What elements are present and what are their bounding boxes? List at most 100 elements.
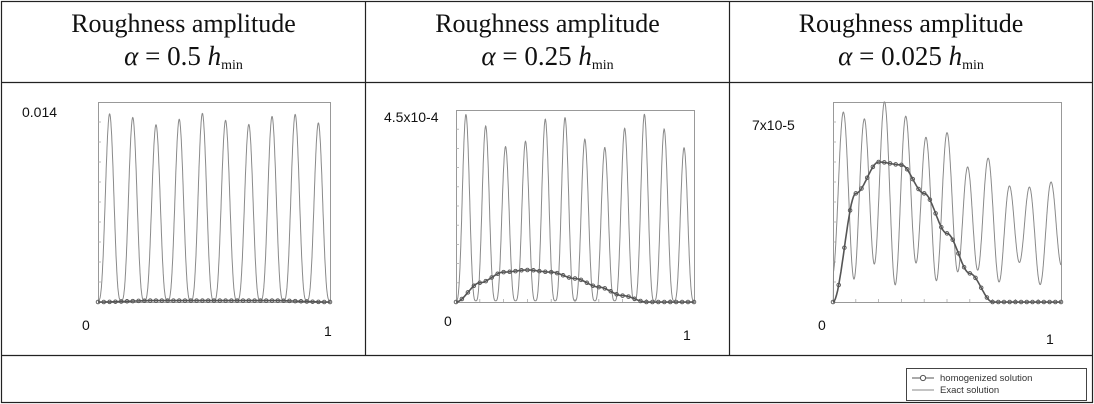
plot-2: 4.5x10-4 0 1 [384,109,697,343]
legend-homogenized-marker [919,374,927,382]
homogenized-point-1 [229,298,234,303]
homogenized-point-2 [608,289,613,294]
homogenized-point-1 [205,298,211,303]
homogenized-point-1 [321,299,327,305]
plot-frame-2 [456,110,695,303]
panel-title-1: Roughness amplitude [71,9,296,38]
homogenized-point-3 [836,282,841,288]
homogenized-point-1 [159,298,165,303]
homogenized-point-1 [292,298,298,304]
x-min-label-1: 0 [82,317,90,333]
h-subscript-2: min [591,58,614,73]
homogenized-point-2 [620,293,625,298]
homogenized-point-3 [1001,299,1007,305]
homogenized-point-3 [1035,299,1041,305]
homogenized-point-2 [519,268,524,273]
homogenized-point-3 [921,191,927,196]
homogenized-point-2 [537,268,542,274]
homogenized-point-1 [136,298,141,304]
homogenized-point-3 [842,245,847,250]
homogenized-point-3 [870,164,876,170]
homogenized-point-2 [662,299,667,305]
homogenized-point-3 [1047,299,1052,305]
homogenized-point-1 [304,299,310,304]
homogenized-point-1 [263,298,269,303]
homogenized-point-1 [101,299,107,305]
homogenized-point-1 [298,299,304,304]
homogenized-point-1 [200,298,205,303]
y-max-label-2: 4.5x10-4 [384,109,439,125]
homogenized-point-1 [171,298,176,303]
homogenized-point-2 [513,268,518,274]
homogenized-point-1 [287,298,292,304]
homogenized-point-3 [927,197,933,202]
homogenized-point-2 [590,283,596,288]
panel-header-3: Roughness amplitude α = 0.025 hmin [730,0,1092,82]
homogenized-point-2 [554,270,560,276]
plot-frame-3 [833,102,1062,303]
h-subscript-1: min [221,58,243,73]
homogenized-point-1 [234,298,240,303]
homogenized-point-2 [501,269,506,275]
homogenized-point-2 [614,292,619,297]
homogenized-point-3 [984,295,990,300]
homogenized-point-2 [584,280,590,286]
homogenized-point-2 [489,275,494,280]
homogenized-point-3 [1024,299,1030,305]
homogenized-point-3 [990,299,995,305]
alpha-symbol-3: α [838,41,853,71]
homogenized-point-1 [240,298,246,303]
homogenized-point-3 [973,275,978,281]
x-max-label-3: 1 [1046,331,1054,347]
homogenized-point-1 [281,298,286,303]
homogenized-point-2 [543,269,548,275]
exact-solution-line-2 [455,113,694,303]
homogenized-point-1 [142,298,147,303]
homogenized-point-2 [602,286,608,291]
homogenized-point-3 [956,251,961,256]
x-max-label-2: 1 [683,327,691,343]
homogenized-point-1 [124,299,130,304]
homogenized-point-3 [1058,299,1064,305]
homogenized-point-3 [916,186,921,192]
homogenized-point-3 [1030,299,1035,305]
homogenized-point-2 [483,278,489,284]
homogenized-point-1 [217,298,223,303]
homogenized-point-3 [904,167,910,172]
y-max-label-1: 0.014 [22,104,57,120]
homogenized-point-1 [188,298,194,303]
homogenized-point-1 [246,298,252,303]
panel-title-3: Roughness amplitude [798,9,1024,38]
homogenized-point-1 [327,299,333,305]
homogenized-point-2 [471,283,477,289]
homogenized-point-1 [223,298,228,303]
homogenized-point-3 [950,237,955,242]
homogenized-point-1 [275,298,281,303]
homogenized-point-2 [525,267,530,273]
homogenized-point-1 [194,298,199,303]
alpha-value-3: 0.025 [881,41,942,71]
panel-header-2: Roughness amplitude α = 0.25 hmin [366,0,729,82]
homogenized-point-2 [560,273,566,278]
panel-header-1: Roughness amplitude α = 0.5 hmin [2,0,365,82]
homogenized-point-1 [269,298,275,303]
panel-formula-3: α = 0.025 hmin [838,41,984,73]
x-min-label-2: 0 [444,313,452,329]
homogenized-point-2 [644,299,649,305]
homogenized-point-3 [893,162,898,167]
alpha-value-2: 0.25 [524,41,572,71]
homogenized-point-3 [1041,299,1047,305]
homogenized-point-1 [147,298,153,303]
homogenized-point-3 [876,159,881,165]
homogenized-point-1 [130,298,136,304]
h-symbol-3: h [948,41,963,71]
homogenized-point-3 [1013,299,1018,305]
homogenized-point-2 [495,271,500,277]
homogenized-point-2 [632,296,637,302]
homogenized-point-2 [566,275,572,280]
legend: homogenized solution Exact solution [906,368,1087,401]
homogenized-point-1 [95,299,101,305]
homogenized-point-1 [165,298,170,303]
homogenized-point-2 [572,276,578,281]
homogenized-point-1 [310,299,315,304]
